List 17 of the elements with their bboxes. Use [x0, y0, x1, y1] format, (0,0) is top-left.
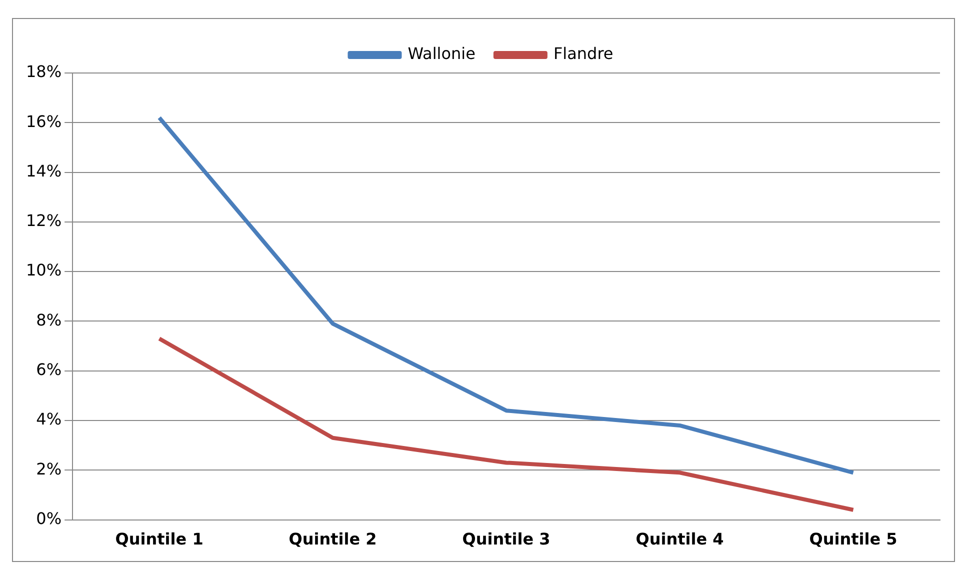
- legend-label: Flandre: [553, 44, 614, 64]
- x-tick-label: Quintile 2: [288, 530, 377, 549]
- x-tick-label: Quintile 5: [809, 530, 898, 549]
- y-tick-label: 8%: [36, 310, 62, 330]
- x-tick-label: Quintile 1: [115, 530, 204, 549]
- y-tick-label: 4%: [36, 410, 62, 429]
- x-tick-label: Quintile 4: [636, 530, 724, 549]
- y-tick-label: 0%: [36, 508, 62, 528]
- y-tick-label: 2%: [36, 459, 62, 478]
- y-tick-label: 12%: [26, 211, 62, 230]
- x-tick-label: Quintile 3: [462, 530, 550, 549]
- y-tick-label: 10%: [26, 260, 62, 280]
- y-tick-label: 18%: [26, 62, 62, 82]
- y-tick-label: 14%: [26, 161, 62, 180]
- y-tick-label: 16%: [26, 112, 62, 131]
- legend-label: Wallonie: [408, 44, 476, 64]
- y-tick-label: 6%: [36, 360, 62, 380]
